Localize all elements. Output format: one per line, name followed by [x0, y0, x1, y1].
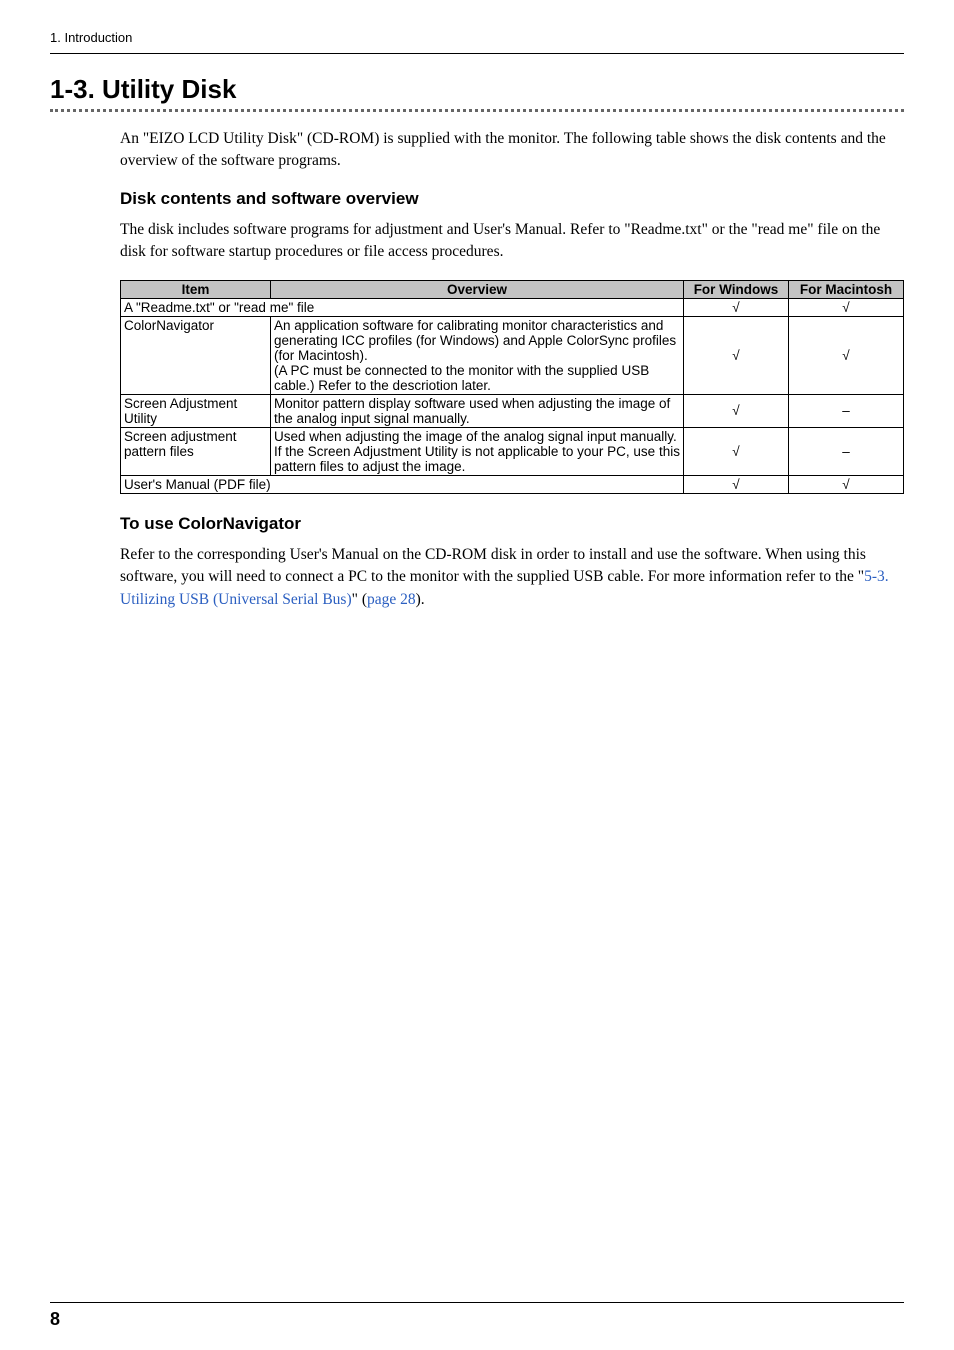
page-number: 8: [50, 1309, 904, 1330]
cell-macintosh: –: [789, 427, 904, 475]
cell-macintosh: √: [789, 298, 904, 316]
col-item: Item: [121, 280, 271, 298]
cell-macintosh: √: [789, 475, 904, 493]
colornav-text: Refer to the corresponding User's Manual…: [120, 544, 904, 611]
cell-windows: √: [684, 427, 789, 475]
colornav-text-before: Refer to the corresponding User's Manual…: [120, 546, 866, 585]
table-row: Screen adjustment pattern filesUsed when…: [121, 427, 904, 475]
link-page-28[interactable]: page 28: [367, 591, 416, 608]
section-title: 1-3. Utility Disk: [50, 74, 904, 105]
top-rule: [50, 53, 904, 54]
table-row: Screen Adjustment UtilityMonitor pattern…: [121, 394, 904, 427]
section-title-text: Utility Disk: [102, 74, 236, 104]
section-intro: An "EIZO LCD Utility Disk" (CD-ROM) is s…: [120, 128, 904, 173]
cell-item: Screen Adjustment Utility: [121, 394, 271, 427]
cell-windows: √: [684, 394, 789, 427]
page-header-section: 1. Introduction: [50, 30, 904, 45]
cell-overview: Monitor pattern display software used wh…: [271, 394, 684, 427]
dotted-rule: [50, 109, 904, 112]
col-macintosh: For Macintosh: [789, 280, 904, 298]
cell-item-overview-span: A "Readme.txt" or "read me" file: [121, 298, 684, 316]
disk-contents-table: Item Overview For Windows For Macintosh …: [120, 280, 904, 494]
table-row: ColorNavigatorAn application software fo…: [121, 316, 904, 394]
colornav-heading: To use ColorNavigator: [120, 514, 904, 534]
colornav-text-after: ).: [416, 591, 425, 608]
col-overview: Overview: [271, 280, 684, 298]
cell-macintosh: –: [789, 394, 904, 427]
bottom-rule: [50, 1302, 904, 1303]
disk-contents-heading: Disk contents and software overview: [120, 189, 904, 209]
cell-item-overview-span: User's Manual (PDF file): [121, 475, 684, 493]
colornav-text-mid: " (: [352, 591, 367, 608]
table-header-row: Item Overview For Windows For Macintosh: [121, 280, 904, 298]
page-footer: 8: [50, 1302, 904, 1330]
disk-contents-intro: The disk includes software programs for …: [120, 219, 904, 264]
table-body: A "Readme.txt" or "read me" file√√ColorN…: [121, 298, 904, 493]
col-windows: For Windows: [684, 280, 789, 298]
cell-overview: Used when adjusting the image of the ana…: [271, 427, 684, 475]
cell-macintosh: √: [789, 316, 904, 394]
cell-overview: An application software for calibrating …: [271, 316, 684, 394]
table-row: User's Manual (PDF file)√√: [121, 475, 904, 493]
cell-windows: √: [684, 316, 789, 394]
cell-item: ColorNavigator: [121, 316, 271, 394]
cell-windows: √: [684, 298, 789, 316]
cell-item: Screen adjustment pattern files: [121, 427, 271, 475]
section-number: 1-3.: [50, 74, 95, 104]
cell-windows: √: [684, 475, 789, 493]
table-row: A "Readme.txt" or "read me" file√√: [121, 298, 904, 316]
